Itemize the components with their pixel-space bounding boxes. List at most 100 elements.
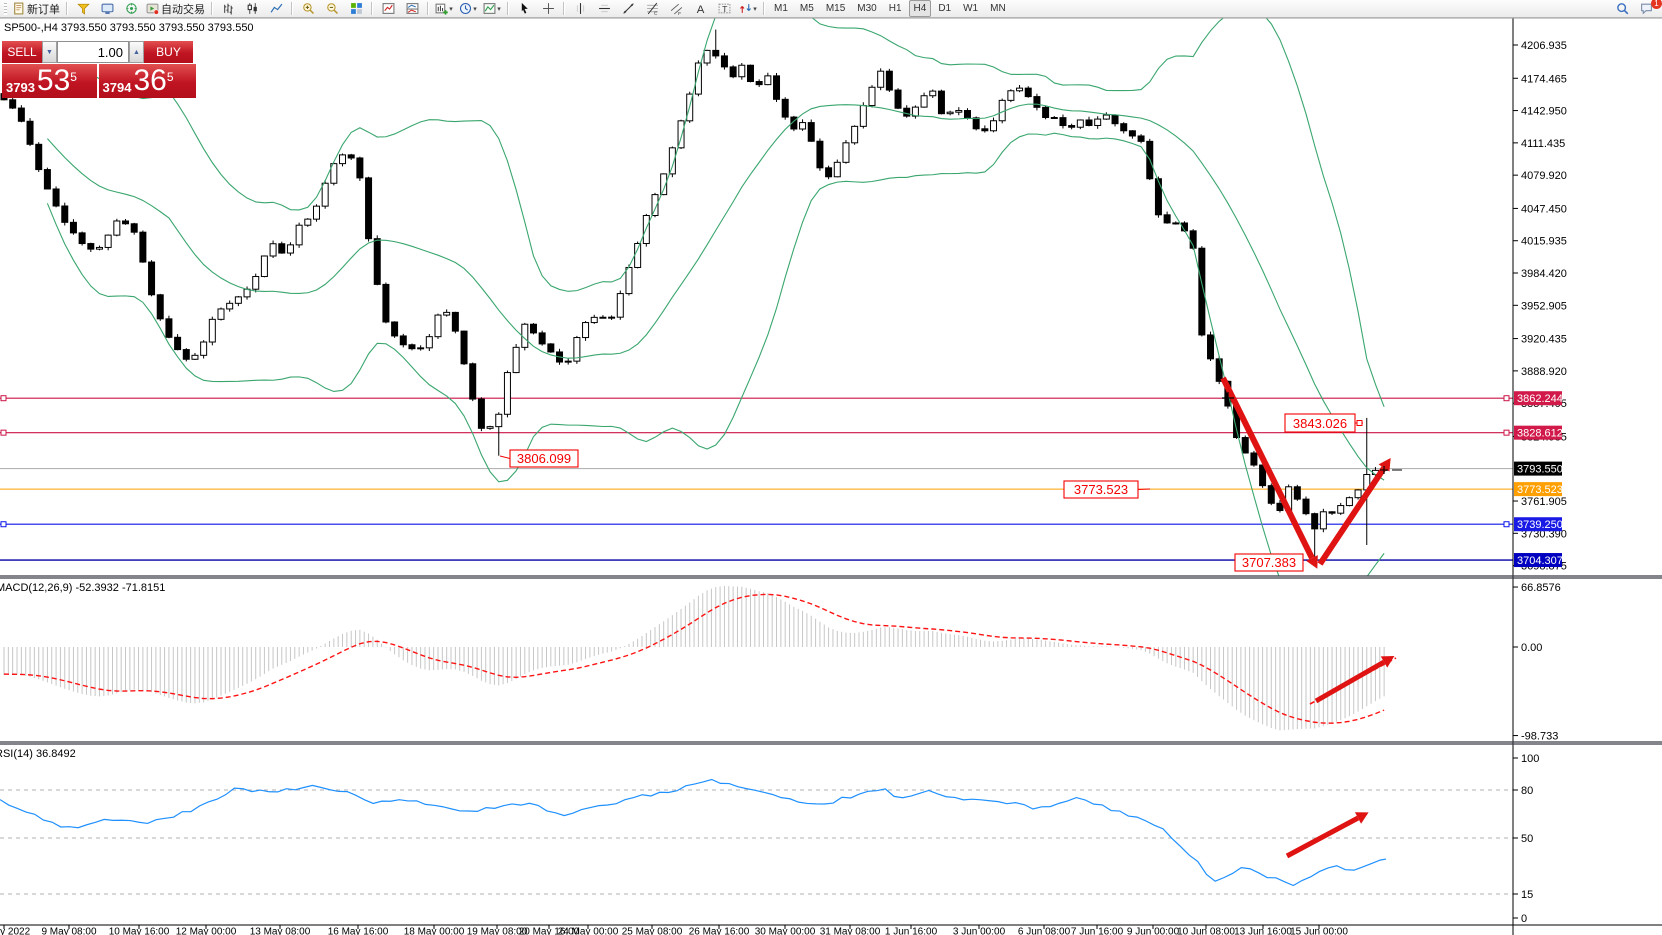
candle-chart-icon <box>247 3 257 14</box>
svg-text:3843.026: 3843.026 <box>1293 416 1347 431</box>
svg-text:4206.935: 4206.935 <box>1521 40 1567 52</box>
channel-button[interactable]: F <box>665 1 687 17</box>
horizontal-line-button[interactable] <box>593 1 615 17</box>
sell-button[interactable]: SELL <box>2 41 42 63</box>
horizontal-line-icon <box>598 4 610 13</box>
svg-text:E: E <box>654 10 658 15</box>
price-annotation-3707.383[interactable]: 3707.383 <box>1234 553 1304 572</box>
indicator-list-icon <box>382 3 394 14</box>
toolbar-grip <box>4 2 7 15</box>
svg-text:3739.250: 3739.250 <box>1517 519 1563 531</box>
spin-down-icon: ▼ <box>46 48 53 56</box>
svg-text:-98.733: -98.733 <box>1521 731 1558 743</box>
line-chart-button[interactable] <box>265 1 287 17</box>
timeframe-h1-button[interactable]: H1 <box>888 3 902 14</box>
svg-text:3793.550: 3793.550 <box>1517 464 1563 476</box>
price-annotation-3806.099[interactable]: 3806.099 <box>499 449 579 468</box>
svg-text:18 May 00:00: 18 May 00:00 <box>404 926 465 935</box>
timeframe-m30-button[interactable]: M30 <box>857 3 877 14</box>
zoom-out-button[interactable] <box>321 1 343 17</box>
notification-badge: 1 <box>1651 0 1662 9</box>
new-order-button[interactable]: 新订单 <box>10 1 62 17</box>
timeframe-w1-button[interactable]: W1 <box>963 3 979 14</box>
dropdown-arrow-icon: ▾ <box>449 5 453 13</box>
svg-text:4142.950: 4142.950 <box>1521 106 1567 118</box>
dropdown-arrow-icon: ▾ <box>753 5 757 13</box>
crosshair-icon <box>542 3 554 14</box>
chat-button[interactable]: 1 <box>1635 0 1662 17</box>
tile-windows-button[interactable] <box>345 1 367 17</box>
macd-indicator-label: MACD(12,26,9) -52.3932 -71.8151 <box>0 582 166 594</box>
zoom-out-icon <box>326 3 338 15</box>
svg-text:F: F <box>678 11 681 15</box>
search-icon <box>1616 3 1628 15</box>
cursor-icon <box>521 2 528 14</box>
svg-text:3952.905: 3952.905 <box>1521 300 1567 312</box>
sell-price-quote[interactable]: 3793 53 5 <box>2 64 97 98</box>
price-label-3793.550 <box>1514 461 1562 476</box>
candle-chart-button[interactable] <box>241 1 263 17</box>
template-button[interactable]: ▾ <box>481 1 503 17</box>
buy-price-big: 36 <box>133 64 167 97</box>
svg-text:30 May 00:00: 30 May 00:00 <box>755 926 816 935</box>
text-icon: A <box>696 4 704 15</box>
profiles-button[interactable] <box>72 1 94 17</box>
svg-text:10 Jun 08:00: 10 Jun 08:00 <box>1177 926 1235 935</box>
timeframe-h4-button[interactable]: H4 <box>908 0 932 17</box>
autotrading-button-label: 自动交易 <box>161 3 205 16</box>
crosshair-button[interactable] <box>537 1 559 17</box>
timeframe-m5-button[interactable]: M5 <box>799 3 814 14</box>
svg-text:12 May 00:00: 12 May 00:00 <box>176 926 237 935</box>
market-watch-button[interactable] <box>96 1 118 17</box>
svg-text:3862.244: 3862.244 <box>1517 393 1563 405</box>
period-button[interactable]: ▾ <box>457 1 479 17</box>
navigator-button[interactable] <box>120 1 142 17</box>
buy-price-quote[interactable]: 3794 36 5 <box>98 64 196 98</box>
search-button[interactable] <box>1611 1 1633 17</box>
volume-decrease-button[interactable]: ▼ <box>42 41 57 63</box>
chart-ohlc-header: SP500-,H4 3793.550 3793.550 3793.550 379… <box>4 22 254 34</box>
fibonacci-icon: E <box>646 2 658 15</box>
cursor-button[interactable] <box>513 1 535 17</box>
price-annotation-3843.026[interactable]: 3843.026 <box>1284 413 1363 433</box>
bar-chart-button[interactable] <box>217 1 239 17</box>
text-button[interactable]: A <box>689 1 711 17</box>
toolbar-separator <box>211 2 213 15</box>
price-axis: 4206.935 4174.465 4142.950 4111.435 4079.920… <box>1512 18 1662 935</box>
trend-line-icon <box>622 3 634 14</box>
price-label-3862.244 <box>1514 391 1562 406</box>
volume-input[interactable]: 1.00 <box>57 41 129 63</box>
new-chart-button[interactable]: ▾ <box>433 1 455 17</box>
indicator-window-button[interactable] <box>401 1 423 17</box>
new-order-icon <box>14 2 24 15</box>
zoom-in-button[interactable] <box>297 1 319 17</box>
timeframe-mn-button[interactable]: MN <box>990 3 1006 14</box>
sell-price-big: 53 <box>36 64 71 97</box>
dropdown-arrow-icon: ▾ <box>497 5 501 13</box>
arrange-charts-button[interactable] <box>377 1 399 17</box>
svg-text:3920.435: 3920.435 <box>1521 334 1567 346</box>
svg-text:66.8576: 66.8576 <box>1521 582 1561 594</box>
label-button[interactable]: T <box>713 1 735 17</box>
macd-pane <box>3 585 1397 731</box>
shapes-button[interactable]: ▾ <box>737 1 759 17</box>
timeframe-d1-button[interactable]: D1 <box>938 3 952 14</box>
svg-text:20 May 16:00: 20 May 16:00 <box>519 926 580 935</box>
buy-button[interactable]: BUY <box>144 41 193 63</box>
fibonacci-button[interactable]: E <box>641 1 663 17</box>
price-annotation-3773.523[interactable]: 3773.523 <box>1063 480 1151 499</box>
volume-increase-button[interactable]: ▲ <box>129 41 144 63</box>
buy-price-handle: 3794 <box>102 80 132 95</box>
spin-up-icon: ▲ <box>133 48 140 56</box>
trend-line-button[interactable] <box>617 1 639 17</box>
dropdown-arrow-icon: ▾ <box>473 5 477 13</box>
timeframe-m1-button[interactable]: M1 <box>774 3 788 14</box>
timeframe-m15-button[interactable]: M15 <box>825 3 846 14</box>
line-chart-icon <box>270 3 282 13</box>
autotrading-button[interactable]: 自动交易 <box>144 1 207 17</box>
svg-text:4174.465: 4174.465 <box>1521 73 1567 85</box>
vertical-line-button[interactable] <box>569 1 591 17</box>
toolbar-separator <box>66 2 68 15</box>
svg-text:15 Jun 00:00: 15 Jun 00:00 <box>1290 926 1348 935</box>
